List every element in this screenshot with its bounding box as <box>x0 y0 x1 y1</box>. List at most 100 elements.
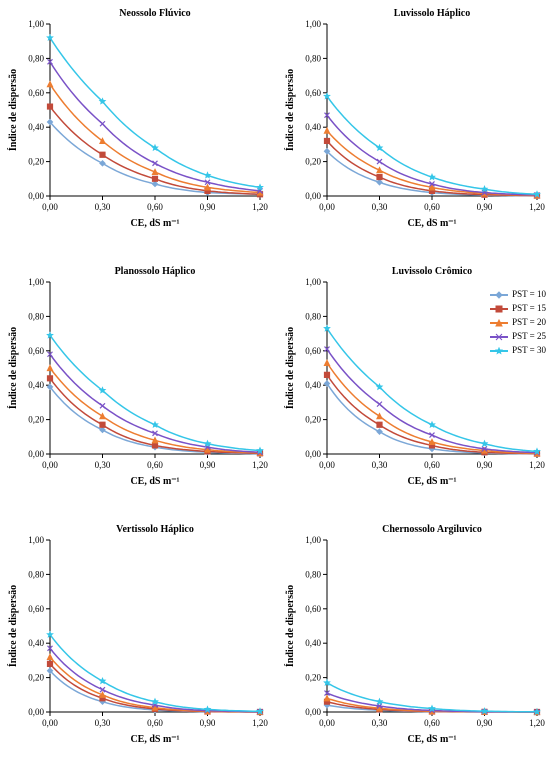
svg-text:1,20: 1,20 <box>252 718 268 728</box>
chart-title: Luvissolo Crômico <box>392 266 472 277</box>
svg-text:0,20: 0,20 <box>28 673 44 683</box>
svg-text:0,30: 0,30 <box>372 202 388 212</box>
series-marker <box>48 104 53 109</box>
series-marker <box>325 696 330 701</box>
series-marker <box>325 326 330 331</box>
chart-panel: 0,000,200,400,600,801,000,000,300,600,90… <box>277 258 554 516</box>
svg-text:0,90: 0,90 <box>200 460 216 470</box>
series-marker <box>377 180 382 185</box>
svg-text:1,00: 1,00 <box>28 535 44 545</box>
x-axis-label: CE, dS m⁻¹ <box>407 476 456 487</box>
svg-text:0,00: 0,00 <box>42 460 58 470</box>
legend-item: PST = 15 <box>490 302 546 315</box>
series-marker <box>482 441 487 446</box>
series-marker <box>430 439 435 444</box>
series-marker <box>325 372 330 377</box>
svg-text:0,40: 0,40 <box>28 380 44 390</box>
series-marker <box>48 35 53 40</box>
svg-text:0,40: 0,40 <box>305 638 321 648</box>
svg-text:0,60: 0,60 <box>147 202 163 212</box>
svg-text:1,20: 1,20 <box>529 718 545 728</box>
series-marker <box>48 661 53 666</box>
svg-text:0,40: 0,40 <box>28 638 44 648</box>
chart-panel: 0,000,200,400,600,801,000,000,300,600,90… <box>0 258 277 516</box>
series-marker <box>377 168 382 173</box>
series-marker <box>325 360 330 365</box>
series-marker <box>430 175 435 180</box>
chart-title: Neossolo Flúvico <box>119 8 190 19</box>
series-marker <box>258 448 263 453</box>
series-marker <box>325 138 330 143</box>
y-axis-label: Índice de dispersão <box>284 327 296 409</box>
svg-text:0,20: 0,20 <box>28 415 44 425</box>
svg-text:1,20: 1,20 <box>529 460 545 470</box>
series-marker <box>100 403 105 408</box>
svg-text:0,00: 0,00 <box>319 202 335 212</box>
series-marker <box>153 176 158 181</box>
series-marker <box>153 438 158 443</box>
svg-text:0,80: 0,80 <box>305 569 321 579</box>
series-marker <box>430 422 435 427</box>
y-axis-label: Índice de dispersão <box>284 585 296 667</box>
svg-text:1,00: 1,00 <box>28 277 44 287</box>
svg-text:0,00: 0,00 <box>28 191 44 201</box>
y-axis-label: Índice de dispersão <box>284 69 296 151</box>
svg-text:0,60: 0,60 <box>305 346 321 356</box>
series-marker <box>377 699 382 704</box>
svg-text:0,20: 0,20 <box>305 673 321 683</box>
series-marker <box>48 654 53 659</box>
svg-text:0,00: 0,00 <box>305 449 321 459</box>
svg-text:0,80: 0,80 <box>305 311 321 321</box>
svg-text:0,00: 0,00 <box>305 191 321 201</box>
svg-text:0,00: 0,00 <box>42 718 58 728</box>
svg-text:0,40: 0,40 <box>305 380 321 390</box>
svg-text:0,60: 0,60 <box>147 460 163 470</box>
svg-text:0,30: 0,30 <box>95 460 111 470</box>
svg-text:0,00: 0,00 <box>28 449 44 459</box>
series-marker <box>48 632 53 637</box>
x-axis-label: CE, dS m⁻¹ <box>130 734 179 745</box>
series-marker <box>48 82 53 87</box>
chart-panel: 0,000,200,400,600,801,000,000,300,600,90… <box>0 0 277 258</box>
chart-title: Chernossolo Argiluvico <box>382 524 482 535</box>
legend-label: PST = 30 <box>512 344 546 357</box>
series-line <box>327 115 537 195</box>
legend-label: PST = 10 <box>512 288 546 301</box>
legend-label: PST = 25 <box>512 330 546 343</box>
series-marker <box>100 422 105 427</box>
svg-text:0,80: 0,80 <box>28 569 44 579</box>
x-axis-label: CE, dS m⁻¹ <box>407 218 456 229</box>
svg-text:0,20: 0,20 <box>305 157 321 167</box>
legend: PST = 10PST = 15PST = 20PST = 25PST = 30 <box>490 288 546 358</box>
svg-text:0,60: 0,60 <box>424 460 440 470</box>
series-marker <box>377 402 382 407</box>
legend-label: PST = 20 <box>512 316 546 329</box>
svg-text:0,30: 0,30 <box>95 718 111 728</box>
series-line <box>50 657 260 712</box>
y-axis-label: Índice de dispersão <box>7 69 19 151</box>
svg-text:1,00: 1,00 <box>305 19 321 29</box>
svg-text:1,20: 1,20 <box>252 460 268 470</box>
chart-panel: 0,000,200,400,600,801,000,000,300,600,90… <box>277 0 554 258</box>
svg-text:0,00: 0,00 <box>319 718 335 728</box>
legend-item: PST = 30 <box>490 344 546 357</box>
svg-text:1,00: 1,00 <box>305 535 321 545</box>
series-marker <box>205 173 210 178</box>
svg-text:0,90: 0,90 <box>200 718 216 728</box>
series-line <box>327 96 537 194</box>
svg-text:0,80: 0,80 <box>28 311 44 321</box>
series-line <box>50 38 260 188</box>
svg-text:0,00: 0,00 <box>28 707 44 717</box>
series-marker <box>377 422 382 427</box>
series-marker <box>153 169 158 174</box>
series-marker <box>153 181 158 186</box>
svg-text:0,60: 0,60 <box>305 88 321 98</box>
y-axis-label: Índice de dispersão <box>7 585 19 667</box>
chart-title: Planossolo Háplico <box>115 266 196 277</box>
series-marker <box>258 185 263 190</box>
svg-text:1,20: 1,20 <box>529 202 545 212</box>
svg-text:0,40: 0,40 <box>305 122 321 132</box>
chart-title: Vertissolo Háplico <box>116 524 194 535</box>
chart-panel: 0,000,200,400,600,801,000,000,300,600,90… <box>277 516 554 774</box>
svg-text:0,00: 0,00 <box>305 707 321 717</box>
